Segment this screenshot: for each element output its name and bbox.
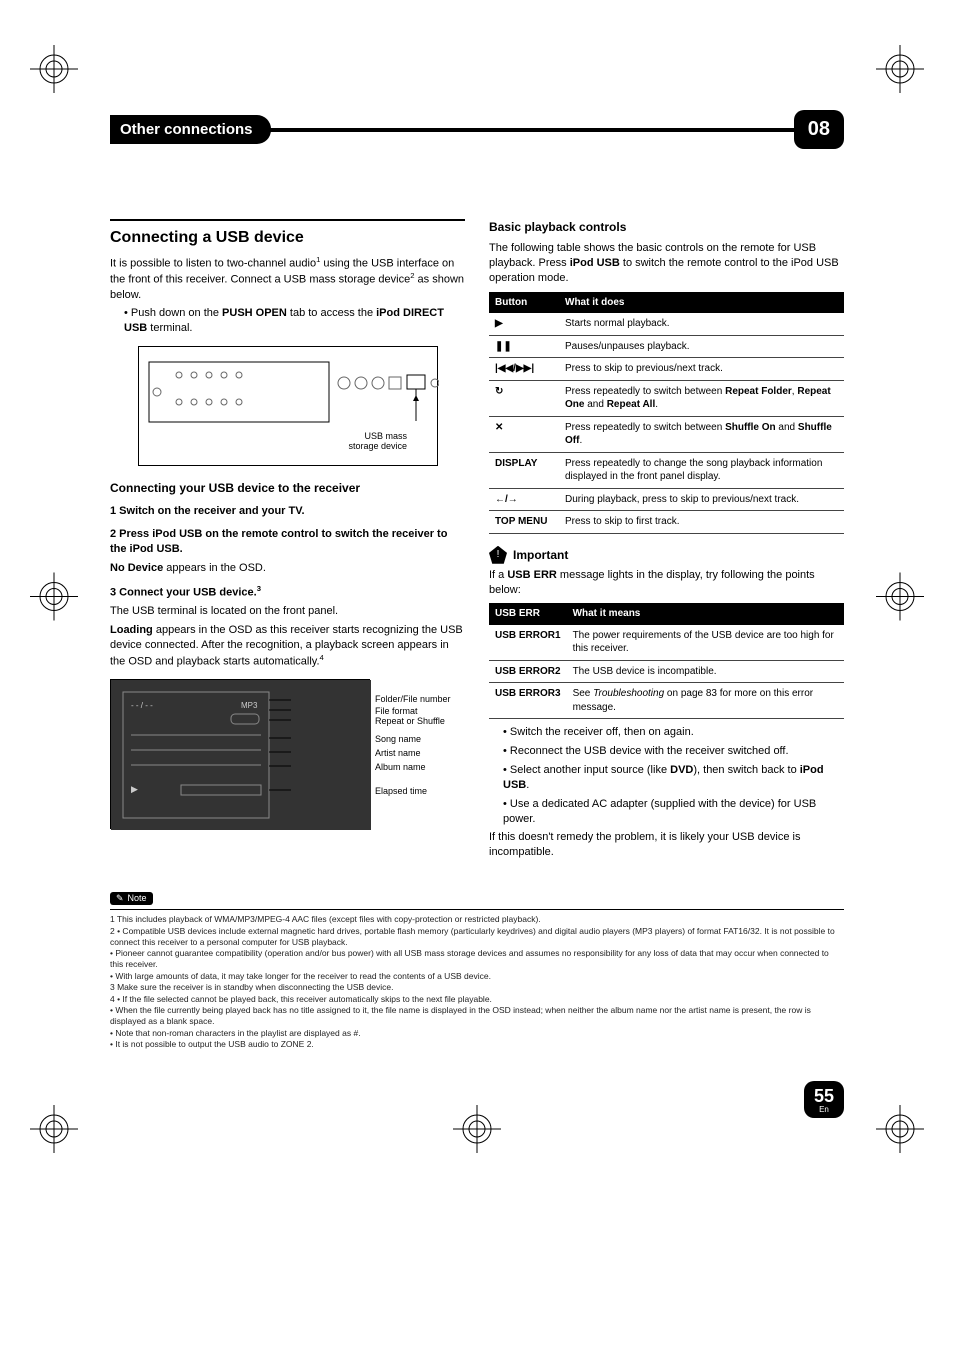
header-title: Other connections <box>110 115 271 144</box>
step-1: 1 Switch on the receiver and your TV. <box>110 504 465 519</box>
tip-4: Use a dedicated AC adapter (supplied wit… <box>503 797 844 827</box>
tip-2: Reconnect the USB device with the receiv… <box>503 744 844 759</box>
page-header: Other connections 08 <box>110 110 844 149</box>
table-cell-desc: Press to skip to first track. <box>559 511 844 534</box>
basic-intro: The following table shows the basic cont… <box>489 241 844 286</box>
page-lang: En <box>814 1106 834 1114</box>
osd-label-folder: Folder/File number <box>375 693 451 705</box>
table-cell-button: ▶ <box>489 313 559 335</box>
table-cell-button: DISPLAY <box>489 452 559 488</box>
th-err: USB ERR <box>489 603 567 625</box>
important-text: If a USB ERR message lights in the displ… <box>489 568 844 598</box>
table-cell-desc: Press repeatedly to switch between Shuff… <box>559 416 844 452</box>
osd-label-repeat: Repeat or Shuffle <box>375 715 445 727</box>
intro-text: It is possible to listen to two-channel … <box>110 255 465 303</box>
table-cell-button: |◀◀/▶▶| <box>489 358 559 381</box>
crop-mark-left <box>30 572 78 625</box>
controls-table: Button What it does ▶Starts normal playb… <box>489 292 844 534</box>
important-label: Important <box>513 547 568 563</box>
note-2c: • With large amounts of data, it may tak… <box>110 971 844 982</box>
note-3: 3 Make sure the receiver is in standby w… <box>110 982 844 993</box>
table-cell-means: The USB device is incompatible. <box>567 660 844 683</box>
th-what: What it does <box>559 292 844 314</box>
tip-3: Select another input source (like DVD), … <box>503 763 844 793</box>
sub-connecting: Connecting your USB device to the receiv… <box>110 480 465 496</box>
osd-label-elapsed: Elapsed time <box>375 785 427 797</box>
table-cell-desc: Pauses/unpauses playback. <box>559 335 844 358</box>
crop-mark-bottom-right <box>876 1105 924 1158</box>
crop-mark-bottom <box>453 1105 501 1158</box>
step-3-after: The USB terminal is located on the front… <box>110 604 465 619</box>
table-cell-button: ❚❚ <box>489 335 559 358</box>
table-cell-desc: During playback, press to skip to previo… <box>559 488 844 511</box>
table-cell-err: USB ERROR2 <box>489 660 567 683</box>
note-4c: • Note that non-roman characters in the … <box>110 1028 844 1039</box>
note-badge: ✎ Note <box>110 892 153 905</box>
crop-mark-bottom-left <box>30 1105 78 1158</box>
sub-basic-playback: Basic playback controls <box>489 219 844 235</box>
page-number: 55 <box>814 1086 834 1106</box>
osd-label-song: Song name <box>375 733 421 745</box>
table-cell-err: USB ERROR3 <box>489 683 567 719</box>
important-icon: ! <box>489 546 507 564</box>
th-button: Button <box>489 292 559 314</box>
table-cell-desc: Press repeatedly to switch between Repea… <box>559 380 844 416</box>
table-cell-means: See Troubleshooting on page 83 for more … <box>567 683 844 719</box>
footnotes: ✎ Note 1 This includes playback of WMA/M… <box>110 892 844 1050</box>
osd-label-artist: Artist name <box>375 747 421 759</box>
step-2-after: No Device appears in the OSD. <box>110 561 465 576</box>
table-cell-desc: Starts normal playback. <box>559 313 844 335</box>
left-column: Connecting a USB device It is possible t… <box>110 219 465 864</box>
section-title: Connecting a USB device <box>110 227 465 249</box>
note-1: 1 This includes playback of WMA/MP3/MPEG… <box>110 914 844 925</box>
note-4b: • When the file currently being played b… <box>110 1005 844 1026</box>
page-number-badge: 55 En <box>804 1081 844 1118</box>
svg-text:- - / - -: - - / - - <box>131 701 153 710</box>
svg-text:MP3: MP3 <box>241 701 258 710</box>
step-3: 3 Connect your USB device.3 <box>110 584 465 601</box>
osd-label-album: Album name <box>375 761 426 773</box>
table-cell-button: ←/→ <box>489 488 559 511</box>
osd-figure: - - / - - MP3 ▶ <box>110 679 370 829</box>
crop-mark-top-left <box>30 45 78 98</box>
svg-text:▶: ▶ <box>131 784 138 794</box>
tip-1: Switch the receiver off, then on again. <box>503 725 844 740</box>
th-means: What it means <box>567 603 844 625</box>
note-4a: 4 • If the file selected cannot be playe… <box>110 994 844 1005</box>
header-bar <box>269 128 796 132</box>
crop-mark-top-right <box>876 45 924 98</box>
note-4d: • It is not possible to output the USB a… <box>110 1039 844 1050</box>
closing-text: If this doesn't remedy the problem, it i… <box>489 830 844 860</box>
error-table: USB ERR What it means USB ERROR1The powe… <box>489 603 844 719</box>
note-2b: • Pioneer cannot guarantee compatibility… <box>110 948 844 969</box>
table-cell-desc: Press to skip to previous/next track. <box>559 358 844 381</box>
device-figure: USB mass storage device <box>138 346 438 466</box>
chapter-badge: 08 <box>794 110 844 149</box>
right-column: Basic playback controls The following ta… <box>489 219 844 864</box>
push-open-bullet: Push down on the PUSH OPEN tab to access… <box>124 306 465 336</box>
table-cell-err: USB ERROR1 <box>489 625 567 661</box>
crop-mark-right <box>876 572 924 625</box>
note-2a: 2 • Compatible USB devices include exter… <box>110 926 844 947</box>
loading-text: Loading appears in the OSD as this recei… <box>110 623 465 669</box>
step-2: 2 Press iPod USB on the remote control t… <box>110 527 465 557</box>
table-cell-desc: Press repeatedly to change the song play… <box>559 452 844 488</box>
table-cell-means: The power requirements of the USB device… <box>567 625 844 661</box>
table-cell-button: ↻ <box>489 380 559 416</box>
table-cell-button: ✕ <box>489 416 559 452</box>
important-row: ! Important <box>489 546 844 564</box>
fig-label-line2: storage device <box>348 441 407 451</box>
fig-label-line1: USB mass <box>364 431 407 441</box>
table-cell-button: TOP MENU <box>489 511 559 534</box>
